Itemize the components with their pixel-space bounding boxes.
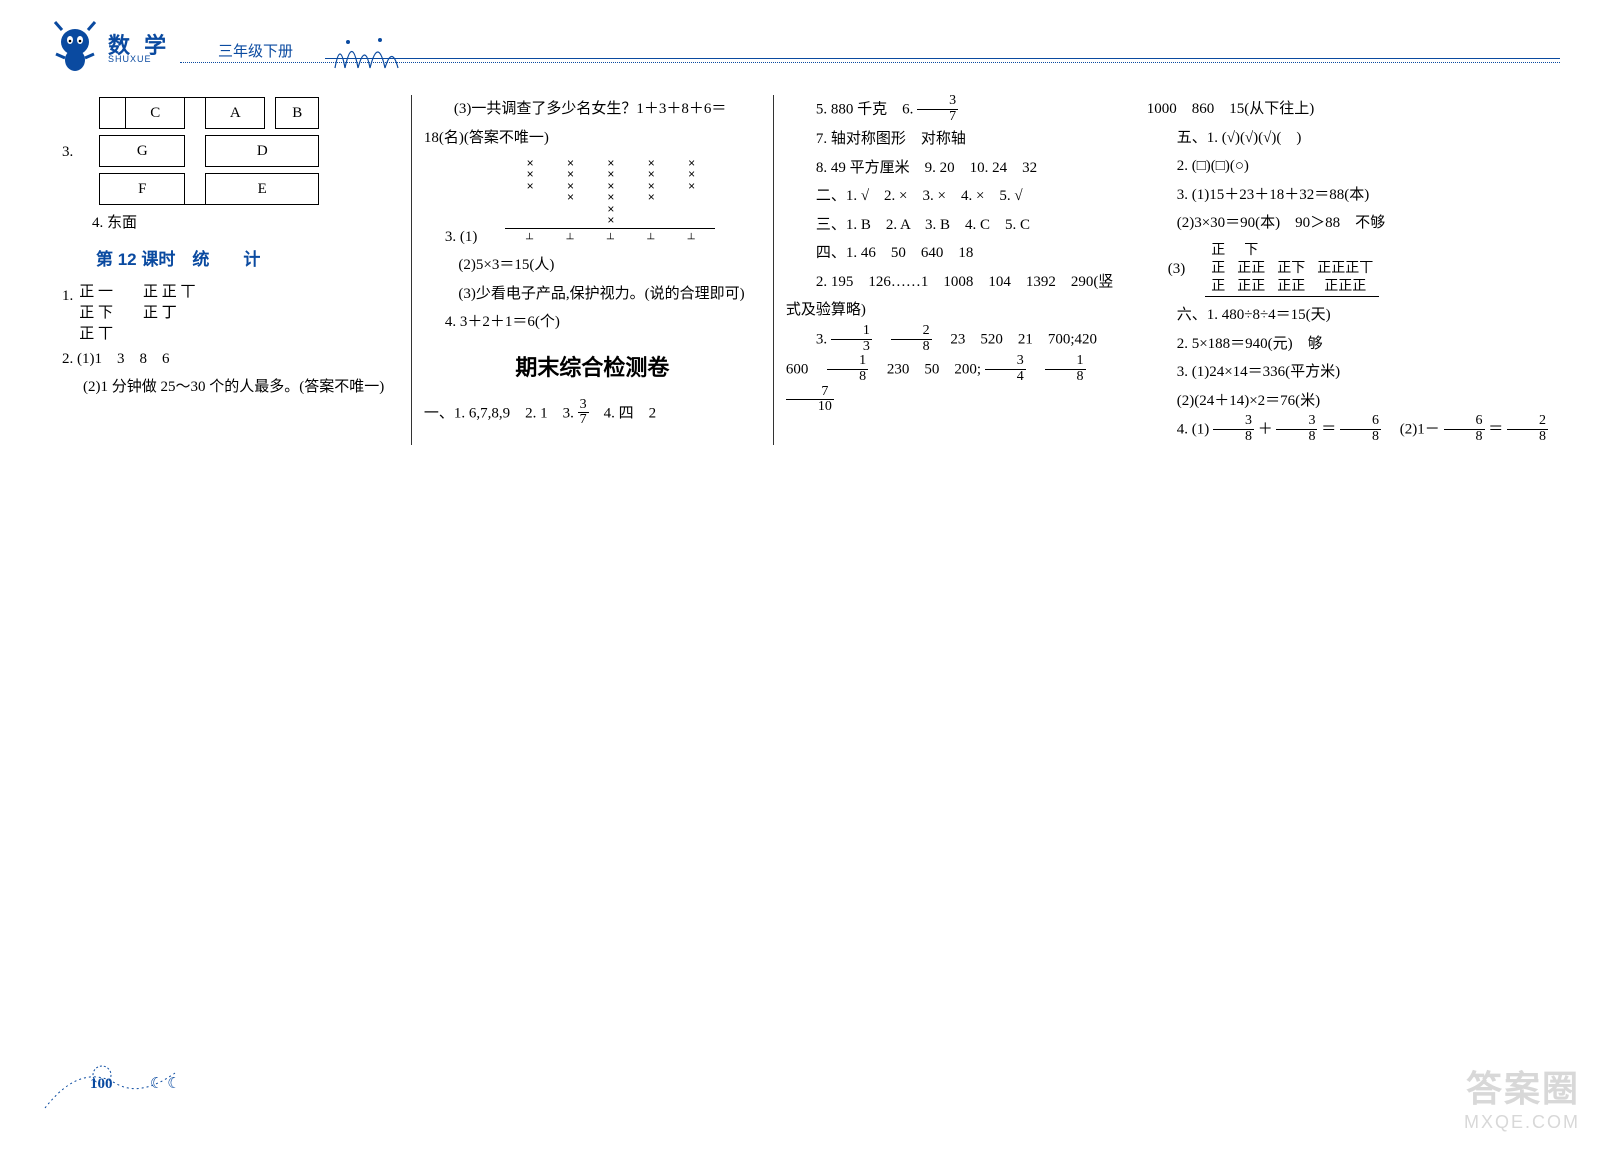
c4-sec5-3-1: 3. (1)15＋23＋18＋32＝88(本)	[1147, 181, 1548, 210]
c4-sec6-2: 2. 5×188＝940(元) 够	[1147, 330, 1548, 359]
c2-l1: (3)一共调查了多少名女生？1＋3＋8＋6＝18(名)(答案不唯一)	[424, 95, 761, 152]
x-chart: ×××××××××××××××××××× ┴┴┴┴┴	[505, 158, 715, 249]
c3-sec4-2: 2. 195 126……1 1008 104 1392 290(竖式及验算略)	[786, 268, 1123, 325]
watermark-cn: 答案圈	[1464, 1060, 1580, 1112]
c2-q3-1-label: 3. (1)	[424, 223, 478, 252]
grass-icon	[330, 30, 410, 70]
c4-sec6-3-2: (2)(24＋14)×2＝76(米)	[1147, 387, 1548, 416]
c4-sec5-3-2: (2)3×30＝90(本) 90＞88 不够	[1147, 209, 1548, 238]
c4-tally: (3) 正下正正正正下正正正丅正正正正正正正正	[1147, 238, 1548, 302]
lesson-title: 第 12 课时 统 计	[62, 244, 399, 276]
mascot-icon	[50, 20, 100, 75]
tally-q1: 1. 正 一 正 正 丅 正 下 正 ㆜ 正 丅	[62, 282, 399, 345]
c4-sec5-2: 2. (□)(□)(○)	[1147, 152, 1548, 181]
subject-pinyin: SHUXUE	[108, 54, 152, 64]
header-rule-solid	[325, 58, 1560, 59]
content-columns: 3. C A B G D F	[50, 95, 1560, 445]
c3-l1: 5. 880 千克 6. 37	[786, 95, 1123, 125]
watermark-en: MXQE.COM	[1464, 1112, 1580, 1133]
column-2: (3)一共调查了多少名女生？1＋3＋8＋6＝18(名)(答案不唯一) 3. (1…	[411, 95, 773, 445]
watermark: 答案圈 MXQE.COM	[1464, 1060, 1580, 1133]
column-3: 5. 880 千克 6. 37 7. 轴对称图形 对称轴 8. 49 平方厘米 …	[773, 95, 1135, 445]
c2-sec1: 一、1. 6,7,8,9 2. 1 3. 37 4. 四 2	[424, 399, 761, 429]
c3-l2: 7. 轴对称图形 对称轴	[786, 125, 1123, 154]
c3-sec4-3: 3. 13 28 23 520 21 700;420 600 18 230 50…	[786, 325, 1123, 416]
c3-sec2: 二、1. √ 2. × 3. × 4. × 5. √	[786, 182, 1123, 211]
page-number: 100	[90, 1076, 113, 1093]
c3-sec4-1: 四、1. 46 50 640 18	[786, 239, 1123, 268]
c4-sec5-1: 五、1. (√)(√)(√)( )	[1147, 124, 1548, 153]
grid-diagram: C A B G D F E	[99, 97, 319, 205]
q2-2: (2)1 分钟做 25～30 个的人最多。(答案不唯一)	[62, 373, 399, 402]
c3-l3: 8. 49 平方厘米 9. 20 10. 24 32	[786, 154, 1123, 183]
header-rule-dotted	[180, 62, 1560, 63]
c3-sec3: 三、1. B 2. A 3. B 4. C 5. C	[786, 211, 1123, 240]
c4-sec6-4: 4. (1) 38 ＋ 38 ＝ 68 (2)1－ 68 ＝ 28	[1147, 415, 1548, 445]
c2-q3-2: (2)5×3＝15(人)	[424, 251, 761, 280]
column-4: 1000 860 15(从下往上) 五、1. (√)(√)(√)( ) 2. (…	[1135, 95, 1560, 445]
moon-icon: ☾ ☾	[150, 1074, 181, 1093]
column-1: 3. C A B G D F	[50, 95, 411, 445]
c4-sec6-1: 六、1. 480÷8÷4＝15(天)	[1147, 301, 1548, 330]
c2-q3-3: (3)少看电子产品,保护视力。(说的合理即可)	[424, 280, 761, 309]
page-header: 数 学 SHUXUE 三年级下册	[50, 20, 1560, 80]
c4-l0: 1000 860 15(从下往上)	[1147, 95, 1548, 124]
q3-label: 3.	[62, 138, 73, 167]
grade-label: 三年级下册	[218, 40, 293, 61]
q4-text: 4. 东面	[62, 209, 399, 238]
c2-q4: 4. 3＋2＋1＝6(个)	[424, 308, 761, 337]
exam-title: 期末综合检测卷	[424, 347, 761, 389]
q2-1: 2. (1)1 3 8 6	[62, 345, 399, 374]
c4-sec6-3-1: 3. (1)24×14＝336(平方米)	[1147, 358, 1548, 387]
